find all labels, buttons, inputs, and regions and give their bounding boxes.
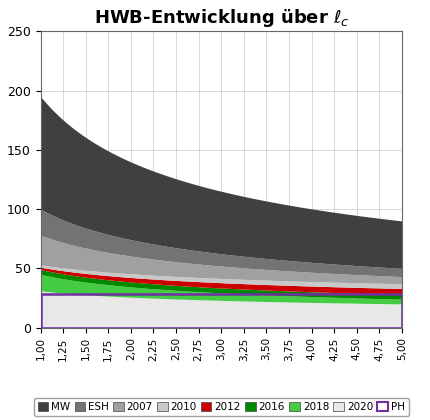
- Legend: MW, ESH, 2007, 2010, 2012, 2016, 2018, 2020, PH: MW, ESH, 2007, 2010, 2012, 2016, 2018, 2…: [34, 398, 409, 416]
- Title: HWB-Entwicklung über $\ell_c$: HWB-Entwicklung über $\ell_c$: [93, 7, 349, 29]
- Bar: [40, 294, 402, 328]
